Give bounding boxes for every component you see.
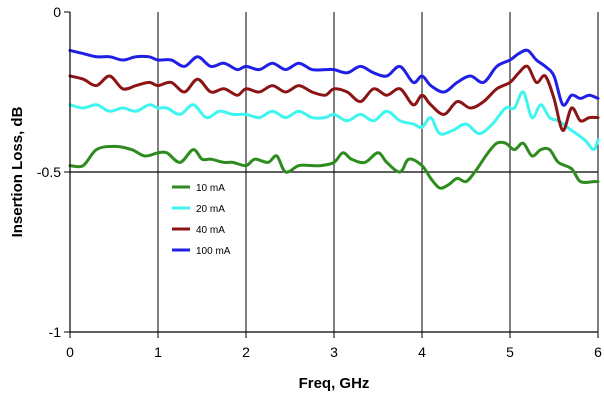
series-line-40-ma bbox=[68, 64, 600, 132]
y-tick-label-2: -1 bbox=[49, 324, 62, 340]
series-lines bbox=[68, 48, 600, 190]
legend-label-40-ma: 40 mA bbox=[196, 225, 225, 236]
series-line-20-ma bbox=[68, 90, 600, 152]
x-tick-label-2: 2 bbox=[242, 344, 250, 360]
series-line-100-ma bbox=[68, 48, 600, 107]
tick-labels: 0-0.5-10 1 2 3 4 5 6 bbox=[37, 4, 602, 360]
axes bbox=[64, 11, 599, 338]
y-tick-label-0: 0 bbox=[53, 4, 61, 20]
x-tick-label-3: 3 bbox=[330, 344, 338, 360]
legend-label-100-ma: 100 mA bbox=[196, 246, 231, 257]
x-tick-label-6: 6 bbox=[594, 344, 602, 360]
x-tick-label-5: 5 bbox=[506, 344, 514, 360]
legend-label-20-ma: 20 mA bbox=[196, 204, 225, 215]
x-tick-label-4: 4 bbox=[418, 344, 426, 360]
x-tick-label-0: 0 bbox=[66, 344, 74, 360]
x-tick-label-1: 1 bbox=[154, 344, 162, 360]
legend: 10 mA 20 mA 40 mA 100 mA bbox=[172, 183, 231, 257]
x-axis-title: Freq, GHz bbox=[299, 375, 370, 392]
legend-label-10-ma: 10 mA bbox=[196, 183, 225, 194]
series-line-10-ma bbox=[68, 140, 600, 190]
grid-lines bbox=[70, 12, 599, 332]
y-axis-title: Insertion Loss, dB bbox=[9, 106, 26, 237]
y-tick-label-1: -0.5 bbox=[37, 164, 61, 180]
